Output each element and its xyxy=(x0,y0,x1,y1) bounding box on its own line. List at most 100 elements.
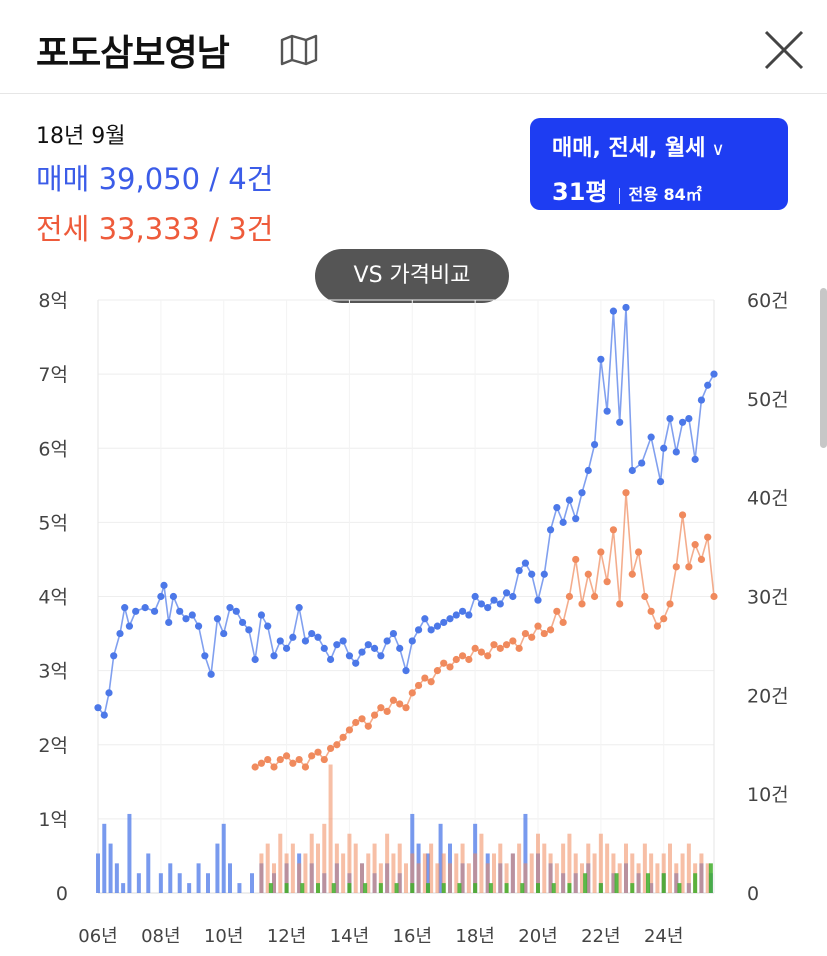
sale-price-point xyxy=(188,611,196,619)
jeonse-volume-bar xyxy=(561,843,566,893)
deal-filter-button[interactable]: 매매, 전세, 월세 ∨ 31평 전용 84㎡ xyxy=(530,118,788,210)
jeonse-price-point xyxy=(370,711,379,719)
jeonse-volume-bar xyxy=(378,863,383,893)
jeonse-volume-bar xyxy=(498,843,503,893)
jeonse-price-point xyxy=(628,570,636,578)
map-icon[interactable] xyxy=(278,34,320,66)
monthly-volume-bar xyxy=(441,883,446,893)
sale-price-point xyxy=(446,615,454,623)
scrollbar[interactable] xyxy=(820,288,827,448)
sale-price-point xyxy=(245,626,253,634)
sale-volume-bar xyxy=(187,883,192,893)
jeonse-price-point xyxy=(553,607,561,615)
sale-price-point xyxy=(251,655,259,664)
jeonse-volume-bar xyxy=(259,853,264,893)
jeonse-volume-bar xyxy=(360,863,364,893)
sale-price-point xyxy=(176,607,184,615)
jeonse-price-point xyxy=(326,744,335,753)
jeonse-volume-bar xyxy=(265,843,270,893)
jeonse-price-point xyxy=(565,592,574,601)
jeonse-price-point xyxy=(458,652,467,660)
jeonse-price-point xyxy=(333,741,341,749)
sale-price-point xyxy=(94,704,102,712)
sale-price-point xyxy=(301,637,310,645)
sale-price-point xyxy=(666,415,674,423)
jeonse-price-point xyxy=(471,644,479,652)
jeonse-volume-bar xyxy=(510,853,515,893)
close-icon[interactable] xyxy=(760,26,808,74)
monthly-volume-bar xyxy=(457,883,462,893)
sale-price-point xyxy=(647,433,655,441)
jeonse-volume-bar xyxy=(391,853,396,893)
jeonse-volume-bar xyxy=(316,843,320,893)
sale-price-point xyxy=(697,396,706,404)
sale-price-point xyxy=(333,641,341,649)
sale-price-point xyxy=(232,607,240,615)
monthly-volume-bar xyxy=(598,883,603,893)
monthly-volume-bar xyxy=(520,883,525,893)
monthly-volume-bar xyxy=(284,883,289,893)
sale-price-point xyxy=(672,448,680,456)
sale-price-point xyxy=(352,659,360,667)
jeonse-volume-bar xyxy=(586,843,591,893)
jeonse-volume-bar xyxy=(617,863,622,893)
jeonse-price-point xyxy=(685,563,693,571)
sale-price-point xyxy=(609,307,618,315)
sale-price-point xyxy=(110,652,118,660)
jeonse-volume-bar xyxy=(303,853,308,893)
jeonse-price-point xyxy=(339,733,347,741)
sale-price-point xyxy=(295,604,303,612)
jeonse-price-point xyxy=(383,707,391,715)
sale-price-point xyxy=(345,652,354,660)
jeonse-volume-bar xyxy=(353,843,358,893)
sale-volume-bar xyxy=(228,863,232,893)
jeonse-volume-bar xyxy=(624,843,628,893)
jeonse-price-point xyxy=(251,763,259,771)
sale-price-point xyxy=(685,415,693,423)
jeonse-price-point xyxy=(534,622,542,630)
sale-price-point xyxy=(308,629,316,638)
jeonse-price-point xyxy=(484,652,492,660)
jeonse-volume-bar xyxy=(334,843,339,893)
sale-price-point xyxy=(638,459,646,467)
sale-price-point xyxy=(565,496,574,504)
jeonse-volume-bar xyxy=(485,863,490,893)
sale-volume-bar xyxy=(114,863,119,893)
sale-price-point xyxy=(276,637,284,645)
sale-price-point xyxy=(559,518,567,526)
jeonse-price-point xyxy=(352,718,360,727)
jeonse-volume-bar xyxy=(278,833,283,893)
jeonse-volume-bar xyxy=(536,833,540,893)
jeonse-volume-bar xyxy=(605,843,610,893)
x-tick-label: 12년 xyxy=(267,926,306,947)
pyeong-label: 31평 xyxy=(552,178,608,206)
sale-price-point xyxy=(628,466,636,475)
y-left-tick-label: 6억 xyxy=(38,438,68,460)
sale-price-point xyxy=(553,503,561,512)
sale-price-point xyxy=(427,626,435,634)
jeonse-volume-bar xyxy=(272,863,276,893)
monthly-volume-bar xyxy=(630,883,635,893)
y-left-tick-label: 4억 xyxy=(38,587,68,609)
sale-price-point xyxy=(678,418,687,426)
jeonse-price-point xyxy=(691,541,699,549)
jeonse-price-point xyxy=(490,641,498,649)
vs-compare-button[interactable]: VS 가격비교 xyxy=(315,249,509,303)
monthly-volume-bar xyxy=(473,883,478,893)
jeonse-volume-bar xyxy=(649,853,654,893)
jeonse-volume-bar xyxy=(611,853,616,893)
sale-volume-bar xyxy=(438,823,443,893)
monthly-volume-bar xyxy=(614,873,619,893)
jeonse-price-point xyxy=(584,570,592,578)
monthly-volume-bar xyxy=(567,883,572,893)
jeonse-volume-bar xyxy=(636,863,641,893)
sale-price-point xyxy=(383,637,391,645)
jeonse-price-point xyxy=(408,689,416,697)
sale-price-point xyxy=(396,644,404,652)
jeonse-price-point xyxy=(509,637,517,645)
sale-price-point xyxy=(578,489,586,497)
y-left-tick-label: 2억 xyxy=(38,735,68,757)
sale-price-point xyxy=(484,604,492,612)
sale-price-point xyxy=(125,622,134,630)
jeonse-volume-bar xyxy=(598,833,603,893)
